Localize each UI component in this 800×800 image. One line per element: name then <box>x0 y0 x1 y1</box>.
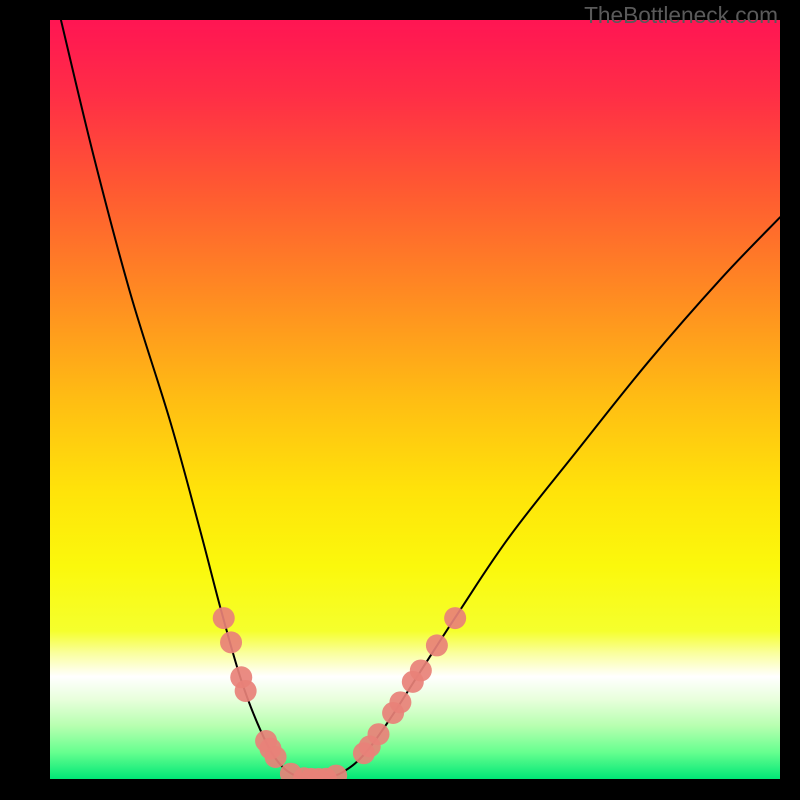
data-marker <box>389 691 411 713</box>
data-marker <box>410 659 432 681</box>
data-marker <box>444 607 466 629</box>
data-marker <box>368 723 390 745</box>
plot-svg <box>50 20 780 779</box>
source-site-label: TheBottleneck.com <box>584 2 778 29</box>
data-marker <box>213 607 235 629</box>
data-marker <box>265 746 287 768</box>
data-marker <box>426 634 448 656</box>
data-marker <box>220 631 242 653</box>
data-marker <box>235 680 257 702</box>
chart-root: TheBottleneck.com <box>0 0 800 800</box>
